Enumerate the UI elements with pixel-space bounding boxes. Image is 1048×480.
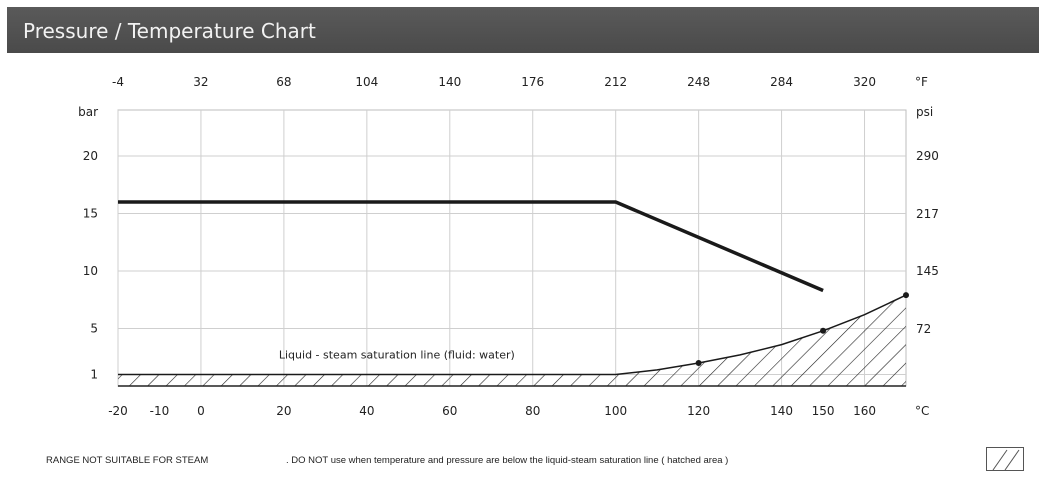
top-tick-label-f: 68 [276, 75, 291, 89]
right-tick-label-psi: 72 [916, 322, 931, 336]
bottom-tick-label-c: 60 [442, 404, 457, 418]
top-tick-label-f: 284 [770, 75, 793, 89]
fahrenheit-unit-label: °F [915, 75, 928, 89]
saturation-warning-text: . DO NOT use when temperature and pressu… [286, 455, 729, 466]
top-tick-label-f: 212 [604, 75, 627, 89]
saturation-marker [820, 327, 827, 334]
left-tick-label-bar: 10 [83, 264, 98, 278]
bottom-tick-label-c: 40 [359, 404, 374, 418]
hatched-area [118, 295, 906, 386]
bar-unit-label: bar [78, 105, 98, 119]
bottom-tick-label-c: 0 [197, 404, 205, 418]
pressure-limit-line [118, 200, 824, 293]
left-tick-label-bar: 20 [83, 149, 98, 163]
left-tick-label-bar: 15 [83, 207, 98, 221]
bottom-tick-label-c: 80 [525, 404, 540, 418]
left-tick-label-bar: 1 [90, 368, 98, 382]
bottom-tick-label-c: 140 [770, 404, 793, 418]
top-tick-label-f: 248 [687, 75, 710, 89]
bottom-tick-label-c: -20 [108, 404, 128, 418]
right-tick-label-psi: 217 [916, 207, 939, 221]
bottom-tick-label-c: -10 [150, 404, 170, 418]
right-tick-label-psi: 290 [916, 149, 939, 163]
bottom-tick-label-c: 150 [812, 404, 835, 418]
left-tick-label-bar: 5 [90, 322, 98, 336]
page-title: Pressure / Temperature Chart [23, 19, 316, 43]
range-warning-label: RANGE NOT SUITABLE FOR STEAM [46, 455, 209, 466]
bottom-tick-label-c: 160 [853, 404, 876, 418]
bottom-tick-label-c: 120 [687, 404, 710, 418]
saturation-line [118, 294, 907, 376]
hatched-area-legend [986, 447, 1024, 471]
right-tick-label-psi: 145 [916, 264, 939, 278]
psi-unit-label: psi [916, 105, 933, 119]
saturation-marker [695, 360, 702, 366]
saturation-marker [903, 292, 909, 299]
top-tick-label-f: 104 [355, 75, 378, 89]
top-tick-label-f: 320 [853, 75, 876, 89]
top-tick-label-f: -4 [112, 75, 124, 89]
pressure-temperature-chart: -4 32 68 104 140 176 212 248 284 320 °F15101520bar… [78, 75, 939, 418]
bottom-tick-label-c: 20 [276, 404, 291, 418]
bottom-tick-label-c: 100 [604, 404, 627, 418]
saturation-line-label: Liquid - steam saturation line (fluid: w… [279, 349, 515, 362]
top-tick-label-f: 176 [521, 75, 544, 89]
celsius-unit-label: °C [915, 404, 929, 418]
top-tick-label-f: 140 [438, 75, 461, 89]
chart-header: Pressure / Temperature Chart [7, 7, 1039, 53]
top-tick-label-f: 32 [193, 75, 208, 89]
